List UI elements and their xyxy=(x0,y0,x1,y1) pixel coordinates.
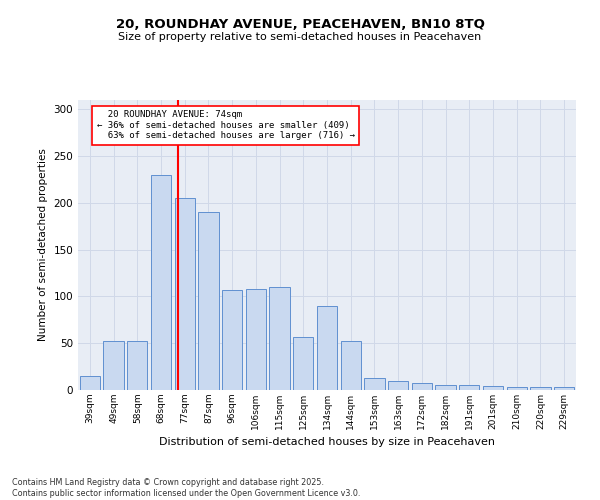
Text: 20, ROUNDHAY AVENUE, PEACEHAVEN, BN10 8TQ: 20, ROUNDHAY AVENUE, PEACEHAVEN, BN10 8T… xyxy=(116,18,484,30)
Bar xyxy=(459,386,479,390)
Bar xyxy=(151,175,171,390)
Bar xyxy=(412,382,432,390)
Bar xyxy=(341,342,361,390)
Bar xyxy=(199,212,218,390)
Bar xyxy=(436,386,455,390)
Bar xyxy=(483,386,503,390)
Bar xyxy=(269,287,290,390)
Text: Size of property relative to semi-detached houses in Peacehaven: Size of property relative to semi-detach… xyxy=(118,32,482,42)
Bar xyxy=(506,387,527,390)
Bar xyxy=(222,290,242,390)
Bar xyxy=(317,306,337,390)
Bar xyxy=(175,198,195,390)
X-axis label: Distribution of semi-detached houses by size in Peacehaven: Distribution of semi-detached houses by … xyxy=(159,438,495,448)
Y-axis label: Number of semi-detached properties: Number of semi-detached properties xyxy=(38,148,48,342)
Bar xyxy=(80,376,100,390)
Bar xyxy=(103,342,124,390)
Bar xyxy=(530,387,551,390)
Bar xyxy=(127,342,148,390)
Bar xyxy=(388,380,408,390)
Bar xyxy=(364,378,385,390)
Text: 20 ROUNDHAY AVENUE: 74sqm
← 36% of semi-detached houses are smaller (409)
  63% : 20 ROUNDHAY AVENUE: 74sqm ← 36% of semi-… xyxy=(97,110,355,140)
Bar xyxy=(293,336,313,390)
Bar xyxy=(246,289,266,390)
Bar xyxy=(554,387,574,390)
Text: Contains HM Land Registry data © Crown copyright and database right 2025.
Contai: Contains HM Land Registry data © Crown c… xyxy=(12,478,361,498)
